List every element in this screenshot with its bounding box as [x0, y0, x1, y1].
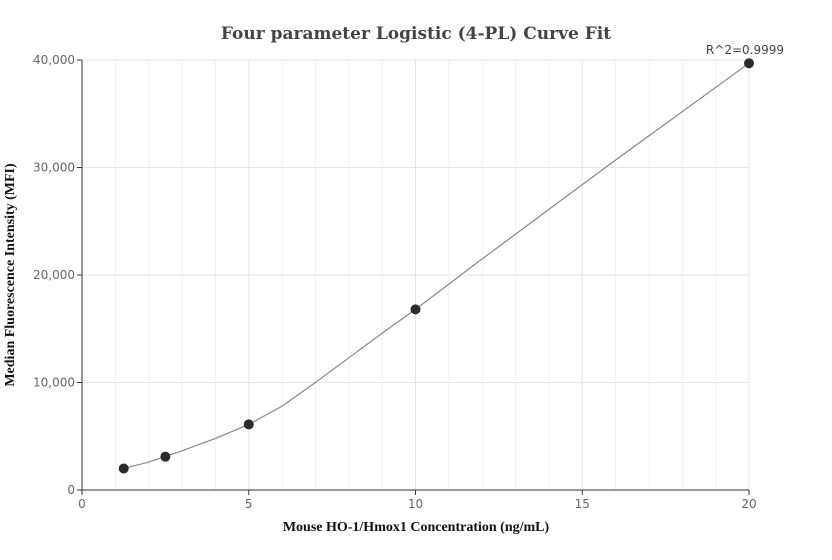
- r-squared-annotation: R^2=0.9999: [706, 43, 784, 57]
- x-tick-label: 20: [741, 497, 756, 511]
- data-point: [243, 419, 254, 430]
- y-tick-label: 40,000: [33, 53, 75, 67]
- y-axis-label: Median Fluorescence Intensity (MFI): [3, 163, 18, 387]
- y-tick-label: 0: [67, 483, 75, 497]
- y-tick-label: 30,000: [33, 161, 75, 175]
- data-point: [160, 451, 171, 462]
- x-tick-label: 0: [78, 497, 86, 511]
- y-tick-label: 10,000: [33, 376, 75, 390]
- data-point: [118, 463, 129, 474]
- data-point: [744, 58, 754, 69]
- y-tick-label: 20,000: [33, 268, 75, 282]
- axes: [77, 59, 750, 495]
- fit-curve-line: [123, 62, 750, 470]
- tick-labels: 0 5 10 15 20 0 10,000 20,000 30,000 40,000: [33, 53, 757, 511]
- data-points: [118, 58, 754, 474]
- x-tick-label: 15: [575, 497, 590, 511]
- x-tick-label: 5: [245, 497, 253, 511]
- grid: [81, 59, 750, 491]
- x-tick-label: 10: [408, 497, 423, 511]
- x-axis-label: Mouse HO-1/Hmox1 Concentration (ng/mL): [283, 520, 550, 535]
- chart-title: Four parameter Logistic (4-PL) Curve Fit: [221, 24, 611, 44]
- data-point: [410, 304, 421, 315]
